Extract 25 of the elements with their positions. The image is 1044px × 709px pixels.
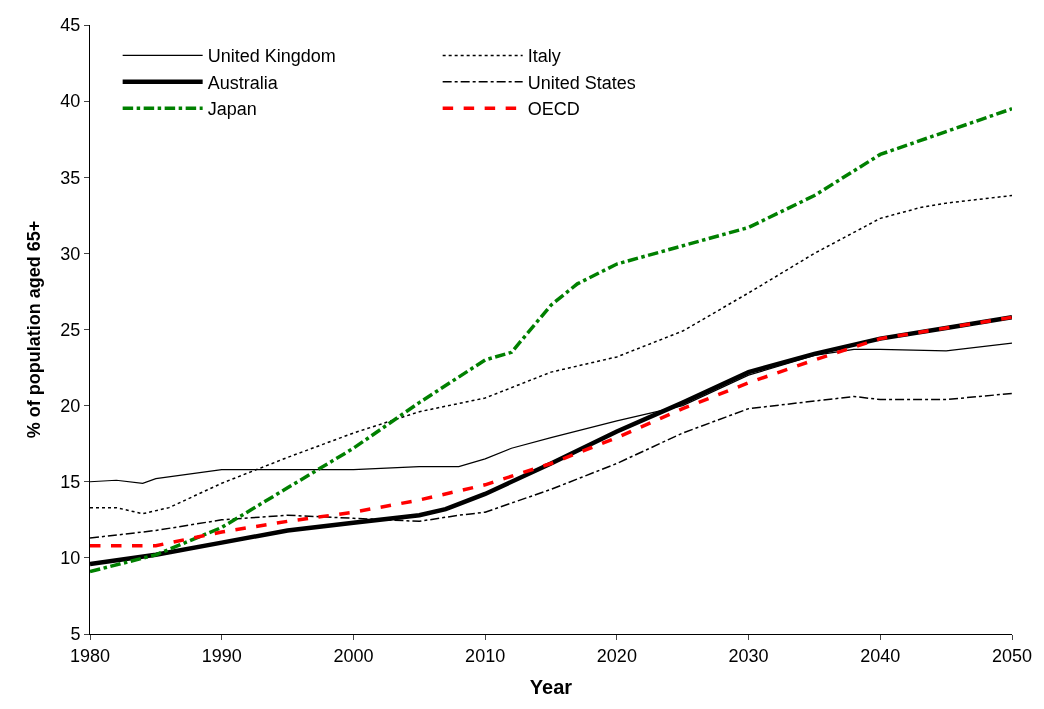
y-tick-label: 5 xyxy=(70,624,81,645)
y-tick-label: 10 xyxy=(60,548,81,569)
x-tick-label: 1990 xyxy=(201,645,242,666)
legend-label: United Kingdom xyxy=(207,46,336,67)
x-tick-label: 2040 xyxy=(860,645,901,666)
y-tick-label: 40 xyxy=(60,91,81,112)
x-axis-title: Year xyxy=(529,676,573,699)
x-tick-label: 2000 xyxy=(333,645,374,666)
x-tick-label: 2020 xyxy=(596,645,637,666)
x-tick-label: 2050 xyxy=(991,645,1033,666)
y-tick-label: 30 xyxy=(60,243,81,264)
x-tick-label: 2030 xyxy=(728,645,769,666)
legend-label: United States xyxy=(527,72,636,93)
legend-label: Australia xyxy=(207,72,279,93)
x-tick-label: 1980 xyxy=(69,645,111,666)
y-axis-title: % of population aged 65+ xyxy=(23,220,44,439)
y-tick-label: 15 xyxy=(60,472,81,493)
y-tick-label: 45 xyxy=(60,15,81,36)
legend-label: Japan xyxy=(207,99,257,120)
y-tick-label: 25 xyxy=(60,319,81,340)
x-tick-label: 2010 xyxy=(465,645,506,666)
legend-label: Italy xyxy=(527,46,561,67)
y-tick-label: 35 xyxy=(60,167,81,188)
y-tick-label: 20 xyxy=(60,395,81,416)
legend-label: OECD xyxy=(527,99,580,120)
